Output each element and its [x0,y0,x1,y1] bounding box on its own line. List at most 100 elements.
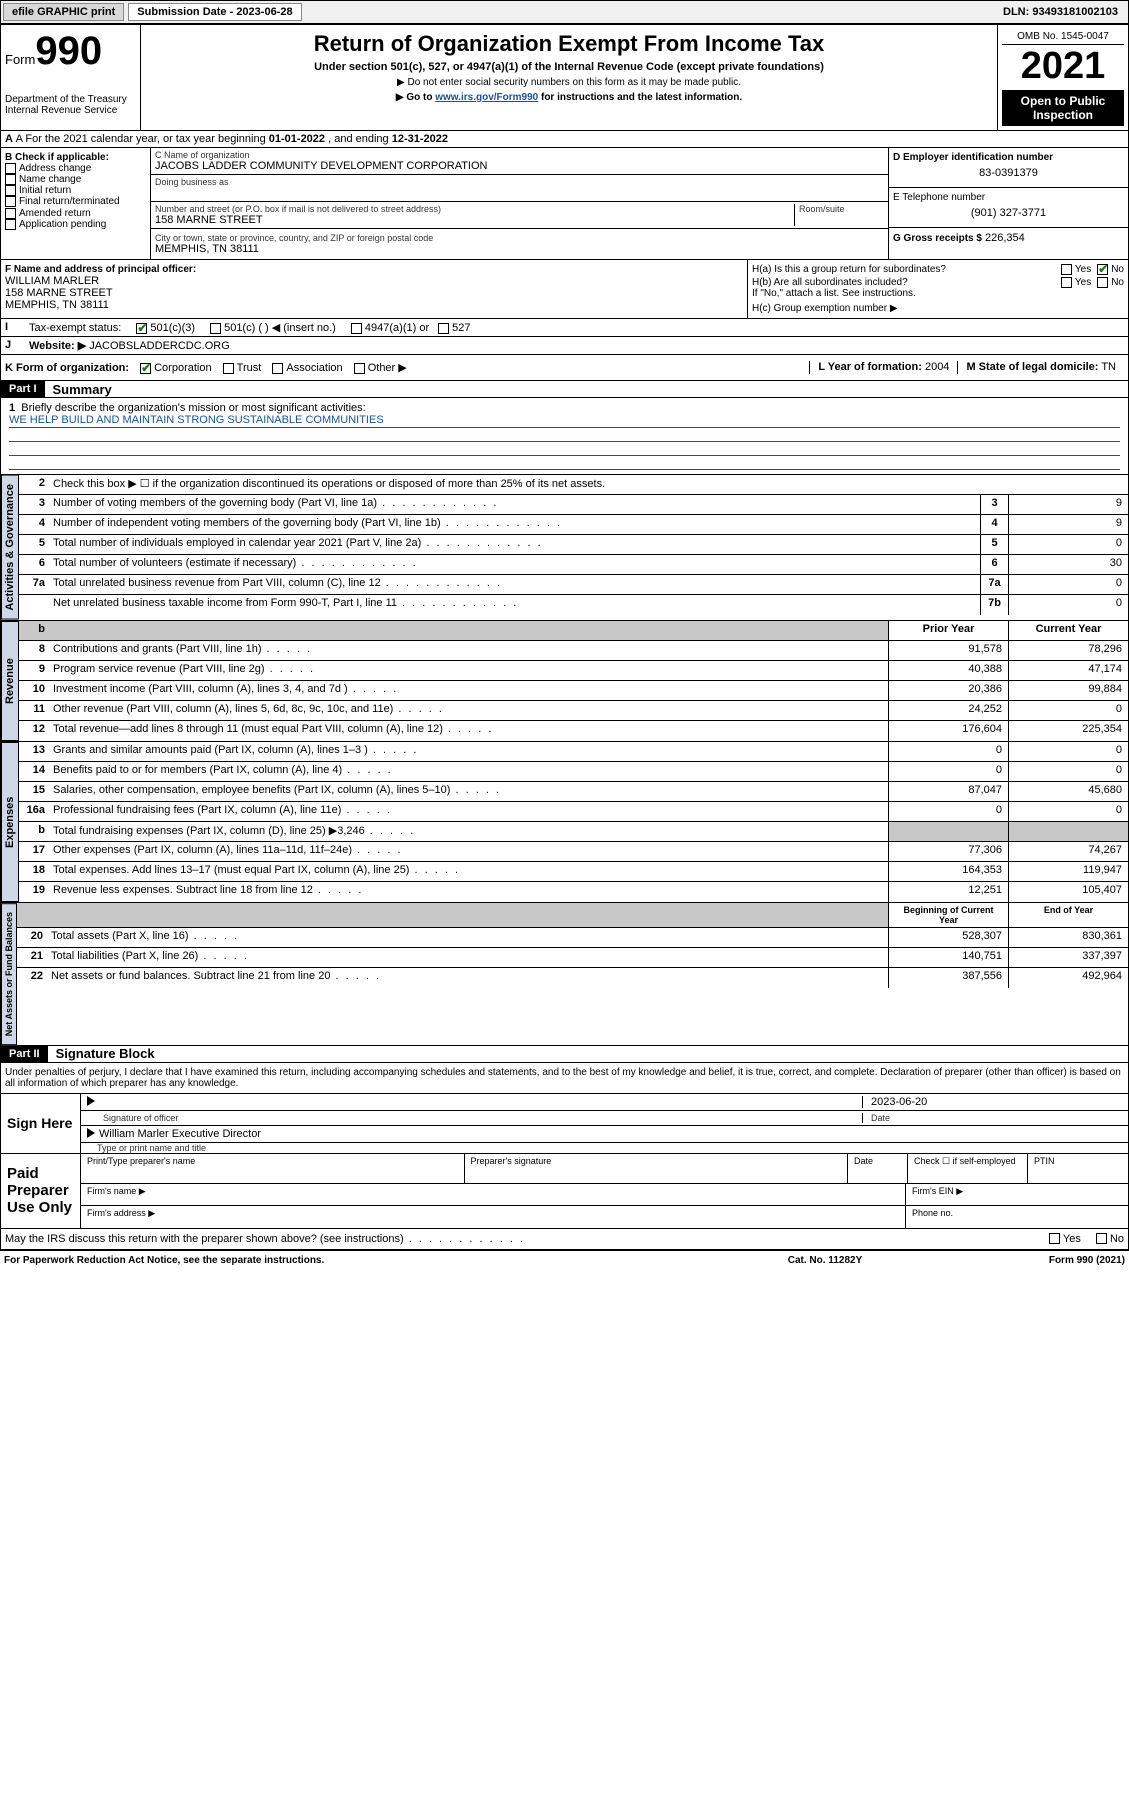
preparer-sig-label: Preparer's signature [465,1154,849,1183]
ssn-note: ▶ Do not enter social security numbers o… [147,77,991,88]
city-label: City or town, state or province, country… [155,233,884,243]
table-row: 7aTotal unrelated business revenue from … [19,575,1128,595]
room-label: Room/suite [799,204,884,214]
preparer-name-label: Print/Type preparer's name [81,1154,465,1183]
org-name: JACOBS LADDER COMMUNITY DEVELOPMENT CORP… [155,160,884,172]
ha-no-checkbox[interactable] [1097,264,1108,275]
firm-name-label: Firm's name ▶ [81,1184,906,1205]
ptin-label: PTIN [1028,1154,1128,1183]
form-990-footer: Form 990 (2021) [925,1255,1125,1266]
footer: For Paperwork Reduction Act Notice, see … [0,1250,1129,1270]
arrow-icon [87,1128,95,1138]
tax-year-line: A A For the 2021 calendar year, or tax y… [0,131,1129,148]
expenses-section: Expenses 13Grants and similar amounts pa… [0,742,1129,903]
application-pending-checkbox[interactable] [5,219,16,230]
address-change-checkbox[interactable] [5,163,16,174]
table-row: 17Other expenses (Part IX, column (A), l… [19,842,1128,862]
amended-return-checkbox[interactable] [5,208,16,219]
current-year-header: Current Year [1008,621,1128,640]
efile-print-button[interactable]: efile GRAPHIC print [3,3,124,21]
table-row: 18Total expenses. Add lines 13–17 (must … [19,862,1128,882]
sig-officer-label: Signature of officer [87,1113,862,1123]
open-to-public: Open to PublicInspection [1002,90,1124,126]
end-year-header: End of Year [1008,903,1128,927]
table-row: 14Benefits paid to or for members (Part … [19,762,1128,782]
beginning-year-header: Beginning of Current Year [888,903,1008,927]
officer-name: WILLIAM MARLER [5,275,743,287]
prior-year-header: Prior Year [888,621,1008,640]
website-value: JACOBSLADDERCDC.ORG [89,340,230,352]
table-row: 16aProfessional fundraising fees (Part I… [19,802,1128,822]
irs-link[interactable]: www.irs.gov/Form990 [435,92,538,103]
net-assets-section: Net Assets or Fund Balances Beginning of… [0,903,1129,1046]
4947-checkbox[interactable] [351,323,362,334]
part1-header: Part I Summary [0,381,1129,398]
mission-box: 1 Briefly describe the organization's mi… [0,398,1129,475]
527-checkbox[interactable] [438,323,449,334]
trust-checkbox[interactable] [223,363,234,374]
org-name-label: C Name of organization [155,150,884,160]
form-subtitle: Under section 501(c), 527, or 4947(a)(1)… [147,61,991,73]
hb-no-checkbox[interactable] [1097,277,1108,288]
corp-checkbox[interactable] [140,363,151,374]
table-row: 11Other revenue (Part VIII, column (A), … [19,701,1128,721]
ha-yes-checkbox[interactable] [1061,264,1072,275]
paid-preparer-block: Paid Preparer Use Only Print/Type prepar… [0,1154,1129,1229]
table-row: bTotal fundraising expenses (Part IX, co… [19,822,1128,842]
ha-label: H(a) Is this a group return for subordin… [752,264,1061,275]
table-row: Net unrelated business taxable income fr… [19,595,1128,615]
officer-group-row: F Name and address of principal officer:… [0,260,1129,319]
gross-receipts-label: G Gross receipts $ [893,233,982,244]
table-row: 12Total revenue—add lines 8 through 11 (… [19,721,1128,741]
table-row: 10Investment income (Part VIII, column (… [19,681,1128,701]
street-label: Number and street (or P.O. box if mail i… [155,204,794,214]
form-header: Form990 Department of the Treasury Inter… [0,24,1129,131]
officer-street: 158 MARNE STREET [5,287,743,299]
dba-label: Doing business as [155,177,884,187]
table-row: 4Number of independent voting members of… [19,515,1128,535]
table-row: 9Program service revenue (Part VIII, lin… [19,661,1128,681]
self-employed-check[interactable]: Check ☐ if self-employed [908,1154,1028,1183]
table-row: 21Total liabilities (Part X, line 26)140… [17,948,1128,968]
sign-here-label: Sign Here [1,1094,81,1153]
arrow-icon [87,1096,95,1106]
street: 158 MARNE STREET [155,214,794,226]
discuss-no-checkbox[interactable] [1096,1233,1107,1244]
topbar: efile GRAPHIC print Submission Date - 20… [0,0,1129,24]
final-return-checkbox[interactable] [5,196,16,207]
phone-label: E Telephone number [893,192,1124,203]
expenses-tab: Expenses [1,742,19,902]
initial-return-checkbox[interactable] [5,185,16,196]
check-if-applicable: B Check if applicable: Address change Na… [1,148,151,259]
hc-label: H(c) Group exemption number ▶ [752,303,1124,314]
assoc-checkbox[interactable] [272,363,283,374]
501c3-checkbox[interactable] [136,323,147,334]
tax-year: 2021 [1002,45,1124,88]
sign-date: 2023-06-20 [862,1096,1122,1108]
table-row: 22Net assets or fund balances. Subtract … [17,968,1128,988]
firm-ein-label: Firm's EIN ▶ [906,1184,1128,1205]
gross-receipts-value: 226,354 [985,232,1025,244]
submission-date: Submission Date - 2023-06-28 [128,3,301,21]
phone-value: (901) 327-3771 [893,203,1124,223]
hb-note: If "No," attach a list. See instructions… [752,288,1124,299]
501c-checkbox[interactable] [210,323,221,334]
firm-phone-label: Phone no. [906,1206,1128,1228]
part2-header: Part II Signature Block [0,1046,1129,1063]
name-change-checkbox[interactable] [5,174,16,185]
revenue-tab: Revenue [1,621,19,741]
sign-here-block: Sign Here 2023-06-20 Signature of office… [0,1094,1129,1154]
state-domicile: TN [1101,361,1116,373]
officer-name-title: William Marler Executive Director [99,1128,261,1140]
officer-city: MEMPHIS, TN 38111 [5,299,743,311]
other-checkbox[interactable] [354,363,365,374]
table-row: 5Total number of individuals employed in… [19,535,1128,555]
discuss-yes-checkbox[interactable] [1049,1233,1060,1244]
table-row: 20Total assets (Part X, line 16)528,3078… [17,928,1128,948]
governance-section: Activities & Governance 2Check this box … [0,475,1129,621]
ein-value: 83-0391379 [893,163,1124,183]
cat-no: Cat. No. 11282Y [725,1255,925,1266]
tax-exempt-status-row: I Tax-exempt status: 501(c)(3) 501(c) ( … [0,319,1129,337]
hb-yes-checkbox[interactable] [1061,277,1072,288]
discuss-row: May the IRS discuss this return with the… [0,1229,1129,1250]
